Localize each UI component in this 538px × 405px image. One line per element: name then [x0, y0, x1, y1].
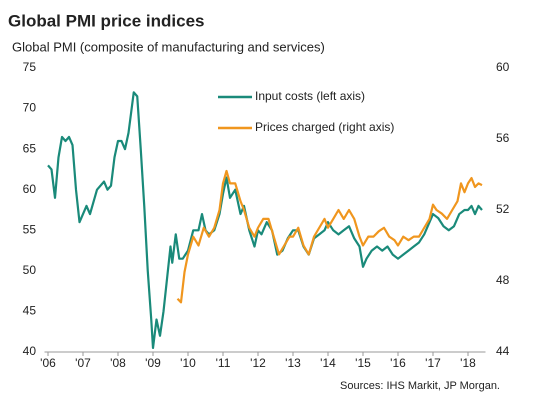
- x-tick-label: '06: [40, 356, 56, 370]
- y-tick-label: 40: [23, 344, 37, 358]
- chart-title: Global PMI price indices: [8, 11, 205, 30]
- y2-tick-label: 44: [496, 344, 510, 358]
- y-tick-label: 55: [23, 222, 37, 236]
- y2-tick-label: 60: [496, 60, 510, 74]
- y-tick-label: 50: [23, 263, 37, 277]
- y2-tick-label: 56: [496, 131, 510, 145]
- x-tick-label: '17: [425, 356, 441, 370]
- x-tick-label: '09: [145, 356, 161, 370]
- source: Sources: IHS Markit, JP Morgan.: [340, 380, 500, 392]
- x-tick-label: '13: [285, 356, 301, 370]
- legend-label: Input costs (left axis): [255, 89, 365, 103]
- x-tick-label: '08: [110, 356, 126, 370]
- x-tick-label: '15: [355, 356, 371, 370]
- y-tick-label: 60: [23, 182, 37, 196]
- y-tick-label: 70: [23, 101, 37, 115]
- x-tick-label: '16: [390, 356, 406, 370]
- x-tick-label: '10: [180, 356, 196, 370]
- y-tick-label: 45: [23, 304, 37, 318]
- x-tick-label: '12: [250, 356, 266, 370]
- x-tick-label: '11: [216, 356, 231, 370]
- x-tick-label: '07: [75, 356, 91, 370]
- series-line: [176, 169, 483, 304]
- series-line: [47, 91, 483, 350]
- legend-label: Prices charged (right axis): [255, 120, 394, 134]
- y2-tick-label: 48: [496, 273, 510, 287]
- y2-tick-label: 52: [496, 202, 510, 216]
- chart-subtitle: Global PMI (composite of manufacturing a…: [12, 39, 325, 54]
- y-tick-label: 65: [23, 141, 37, 155]
- x-tick-label: '18: [460, 356, 476, 370]
- y-tick-label: 75: [23, 60, 37, 74]
- x-tick-label: '14: [320, 356, 336, 370]
